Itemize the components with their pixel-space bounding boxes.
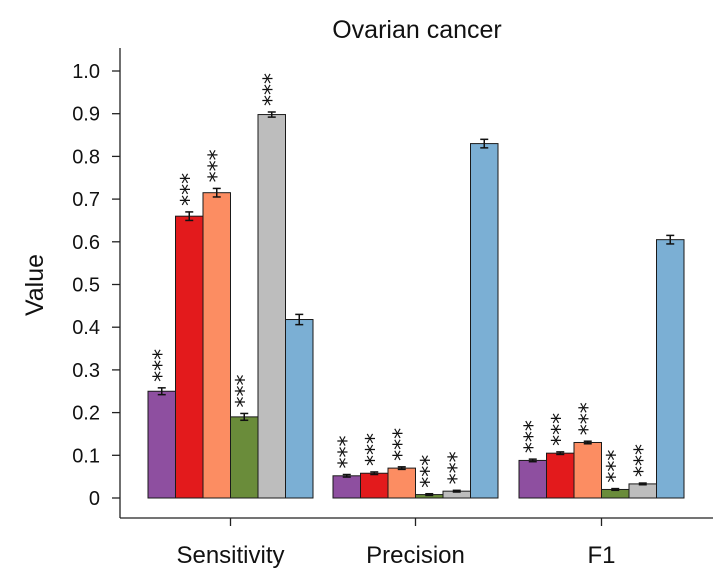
- y-tick-label: 0.1: [72, 445, 100, 467]
- significance-label: ***: [335, 436, 360, 469]
- bar: [360, 472, 389, 499]
- significance-label: ***: [603, 450, 628, 483]
- y-tick-label: 0: [89, 488, 100, 510]
- bar: [332, 475, 361, 499]
- y-tick-label: 0.3: [72, 360, 100, 382]
- significance-label: ***: [205, 149, 230, 182]
- y-tick-label: 0.5: [72, 275, 100, 297]
- bar: [518, 459, 547, 499]
- significance-label: ***: [362, 433, 387, 466]
- x-tick-label: Sensitivity: [176, 542, 284, 569]
- significance-label: ***: [177, 173, 202, 206]
- bar: [230, 416, 259, 499]
- significance-label: ***: [548, 413, 573, 446]
- x-tick-label: Precision: [366, 542, 465, 569]
- y-tick-label: 0.7: [72, 189, 100, 211]
- bar: [656, 239, 685, 499]
- y-ticks: 0 0.1 0.2 0.3 0.4 0.5 0.6 0.7 0.8 0.9 1.0: [72, 61, 120, 510]
- bar: [147, 390, 176, 499]
- error-bars: [157, 111, 675, 497]
- x-tick-label: F1: [587, 542, 615, 569]
- bar: [202, 192, 231, 499]
- significance-label: ***: [576, 402, 601, 435]
- bar: [387, 467, 416, 499]
- significance-label: ***: [521, 420, 546, 453]
- y-tick-label: 1.0: [72, 61, 100, 83]
- bar: [285, 319, 314, 499]
- bar: [573, 441, 602, 499]
- significance-label: ***: [631, 444, 656, 477]
- significance-label: ***: [417, 455, 442, 488]
- significance-label: ***: [150, 349, 175, 382]
- y-axis-label: Value: [21, 254, 49, 316]
- bar: [470, 143, 499, 499]
- x-ticks: Sensitivity Precision F1: [176, 518, 616, 569]
- significance-label: ***: [232, 374, 257, 407]
- bar: [257, 114, 286, 499]
- y-tick-label: 0.9: [72, 104, 100, 126]
- y-tick-label: 0.4: [72, 317, 100, 339]
- significance-label: ***: [445, 451, 470, 484]
- bar: [628, 483, 657, 499]
- significance-label: ***: [260, 73, 285, 106]
- chart-title: Ovarian cancer: [332, 16, 502, 44]
- bar: [546, 452, 575, 499]
- y-tick-label: 0.2: [72, 403, 100, 425]
- significance-markers: ****************** *** ****** ****** *** ****…: [150, 73, 656, 488]
- bars: [147, 114, 685, 499]
- significance-label: ***: [390, 428, 415, 461]
- bar: [175, 215, 204, 499]
- y-tick-label: 0.6: [72, 232, 100, 254]
- y-tick-label: 0.8: [72, 146, 100, 168]
